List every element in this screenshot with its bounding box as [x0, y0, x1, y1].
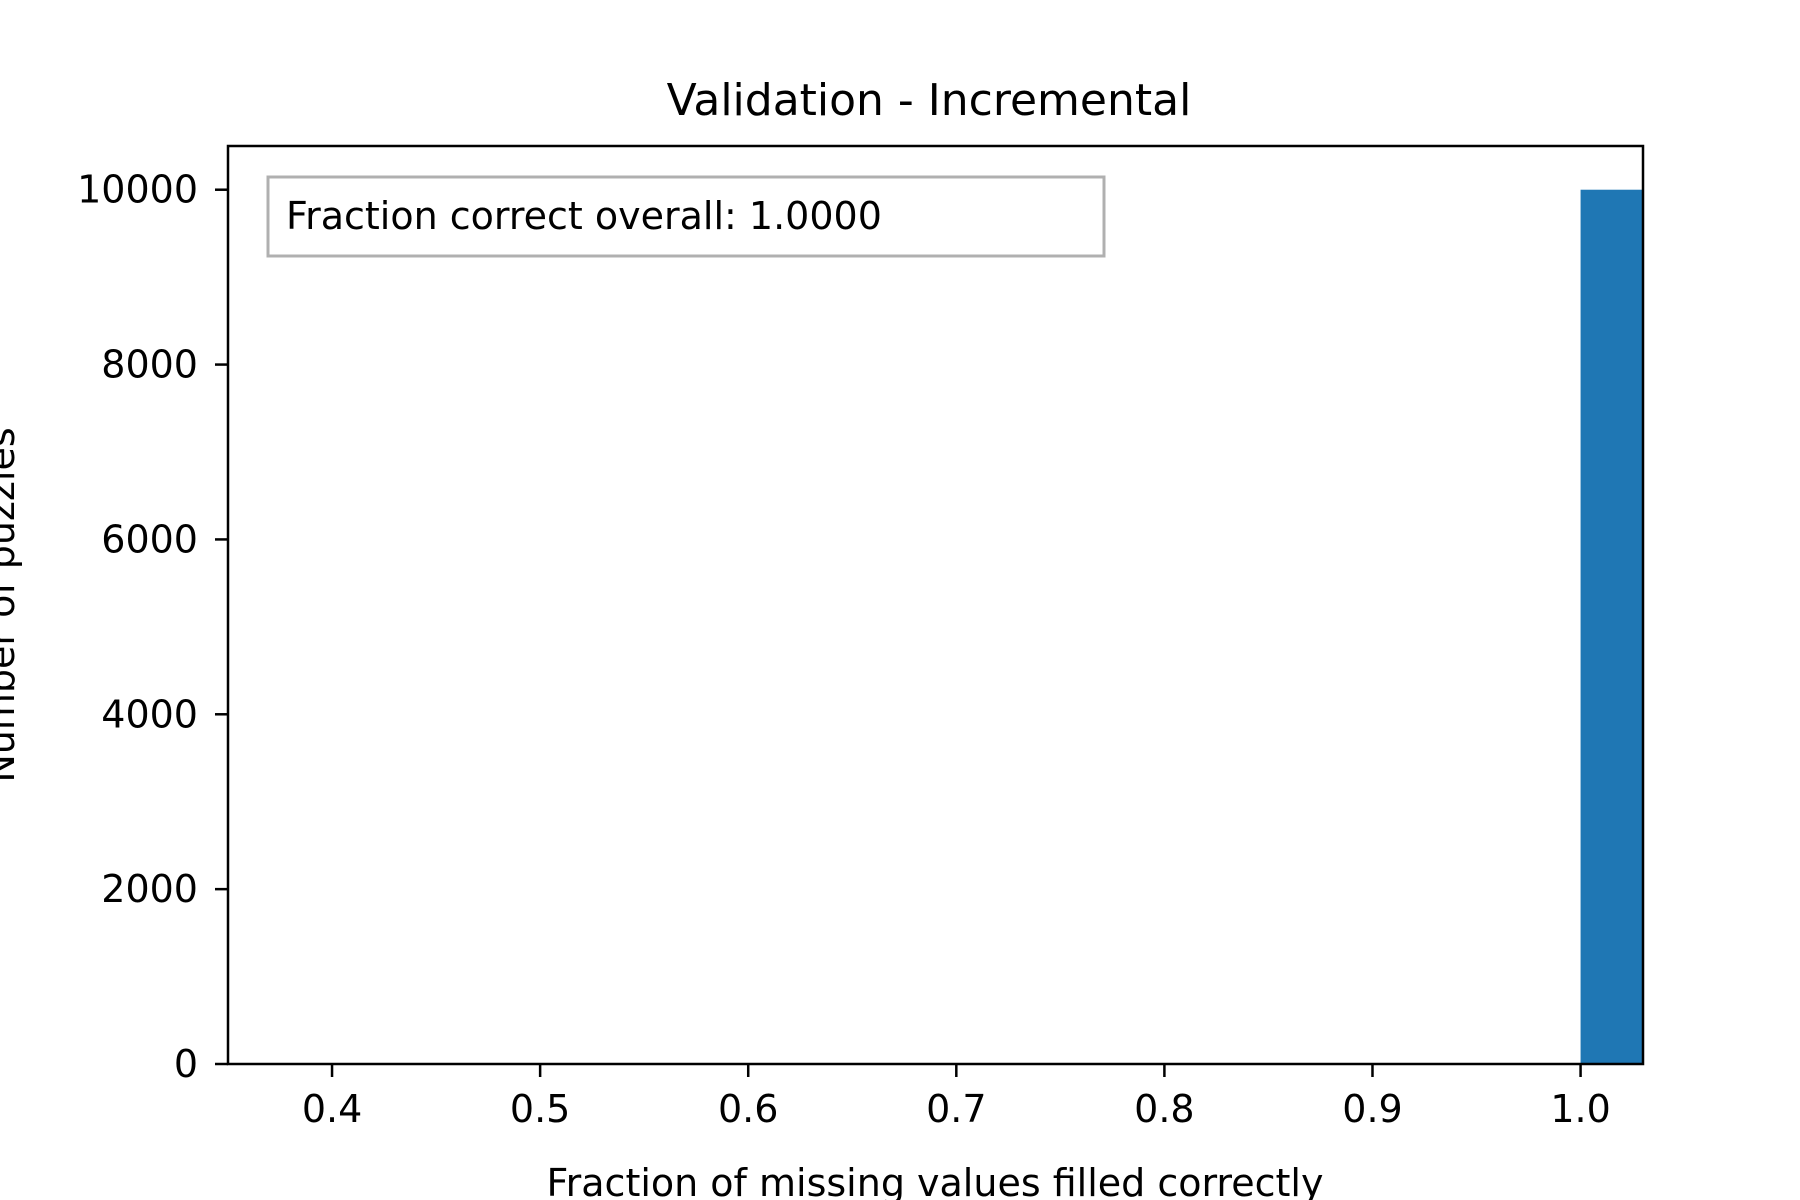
- x-ticks-layer: 0.4 0.5 0.6 0.7 0.8 0.9 1.0: [302, 1064, 1611, 1131]
- chart-title: Validation - Incremental: [667, 75, 1192, 126]
- x-tick-label: 0.8: [1134, 1087, 1194, 1131]
- y-ticks-layer: 0 2000 4000 6000 8000 10000: [77, 168, 228, 1086]
- x-tick-label: 0.9: [1342, 1087, 1402, 1131]
- y-tick-label: 10000: [77, 168, 198, 212]
- plot-area-frame: [226, 144, 1645, 1066]
- y-tick-label: 8000: [101, 343, 198, 387]
- y-tick-label: 2000: [101, 867, 198, 911]
- y-tick-label: 4000: [101, 692, 198, 736]
- x-tick-label: 0.7: [926, 1087, 986, 1131]
- annotation-box: Fraction correct overall: 1.0000: [266, 175, 1106, 258]
- y-tick-label: 6000: [101, 517, 198, 561]
- x-tick-label: 1.0: [1550, 1087, 1610, 1131]
- histogram-bar-0: [1580, 189, 1643, 1064]
- x-tick-label: 0.5: [510, 1087, 570, 1131]
- y-tick-label: 0: [174, 1042, 198, 1086]
- x-tick-label: 0.6: [718, 1087, 778, 1131]
- annotation-frame: [266, 175, 1106, 258]
- annotation-text: Fraction correct overall: 1.0000: [286, 194, 882, 238]
- x-tick-label: 0.4: [302, 1087, 362, 1131]
- x-axis-label: Fraction of missing values filled correc…: [547, 1161, 1324, 1200]
- bars-layer: [1580, 189, 1643, 1064]
- y-axis-label: Number of puzzles: [0, 427, 23, 782]
